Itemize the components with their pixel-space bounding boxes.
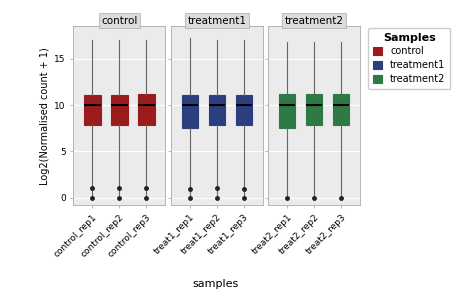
PathPatch shape	[236, 95, 252, 125]
PathPatch shape	[182, 95, 198, 128]
Y-axis label: Log2(Normalised count + 1): Log2(Normalised count + 1)	[40, 47, 50, 185]
Text: samples: samples	[192, 279, 239, 289]
PathPatch shape	[84, 95, 100, 125]
Title: treatment2: treatment2	[285, 16, 344, 25]
PathPatch shape	[209, 95, 225, 125]
PathPatch shape	[279, 94, 295, 128]
PathPatch shape	[306, 94, 322, 125]
PathPatch shape	[111, 95, 128, 125]
Title: treatment1: treatment1	[187, 16, 246, 25]
PathPatch shape	[138, 94, 155, 125]
Title: control: control	[101, 16, 137, 25]
Legend: control, treatment1, treatment2: control, treatment1, treatment2	[368, 28, 450, 89]
PathPatch shape	[333, 94, 349, 125]
